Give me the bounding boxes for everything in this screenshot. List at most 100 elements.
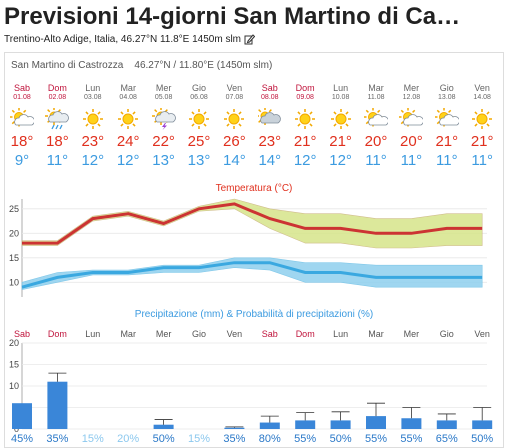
x-tick-label: Mer [156,329,172,339]
min-temperature: 11° [471,152,493,169]
x-tick-label: Gio [192,329,206,339]
location-line: San Martino di Castrozza 46.27°N / 11.80… [11,60,272,71]
day-name: Mer [403,83,420,93]
min-temperature: 12° [293,152,317,169]
precipitation-probability: 15% [82,433,104,445]
precipitation-probability: 50% [153,433,175,445]
day-date: 09.08 [296,94,314,101]
max-temperature: 24° [116,133,140,150]
precipitation-probability: 35% [223,433,245,445]
day-date: 08.08 [261,94,279,101]
sunny-icon [330,109,351,129]
temperature-chart-title: Temperatura (°C) [216,183,293,194]
precipitation-probability: 80% [259,433,281,445]
min-temperature: 9° [14,152,30,169]
x-tick-label: Dom [48,329,67,339]
precipitation-probability: 35% [46,433,68,445]
day-name: Mar [368,83,384,93]
location-subtitle: Trentino-Alto Adige, Italia, 46.27°N 11.… [4,34,256,45]
day-date: 06.08 [190,94,208,101]
max-temperature: 23° [258,133,282,150]
max-temperature: 21° [435,133,459,150]
x-tick-label: Sab [262,329,278,339]
precipitation-probability: 15% [188,433,210,445]
precipitation-bar [472,420,493,429]
day-column: Gio 06.08 25° 13° [181,83,217,169]
day-date: 02.08 [48,94,67,101]
y-tick-label: 25 [9,204,19,214]
day-name: Ven [226,83,243,93]
day-name: Dom [47,83,67,93]
x-tick-label: Ven [474,329,490,339]
precipitation-probability: 55% [365,433,387,445]
day-name: Sab [261,83,278,93]
x-tick-label: Mar [120,329,136,339]
day-column: Mer 05.08 22° 13° [146,83,182,169]
max-temperature: 21° [470,133,494,150]
precipitation-bar [436,420,457,429]
precipitation-probability: 65% [436,433,458,445]
min-temperature: 12° [81,152,105,169]
y-tick-label: 15 [9,253,19,263]
day-column: Ven 07.08 26° 14° [216,83,252,169]
y-tick-label: 20 [9,228,19,238]
min-temperature: 11° [400,152,423,169]
max-temperature-band [21,198,483,249]
location-subtitle-text: Trentino-Alto Adige, Italia, 46.27°N 11.… [4,34,242,45]
day-column: Mar 11.08 20° 11° [358,83,394,169]
day-date: 04.08 [119,94,137,101]
precipitation-chart: Precipitazione (mm) & Probabilità di pre… [9,309,493,445]
day-column: Sab 01.08 18° 9° [4,83,40,169]
sunny-icon [189,109,209,129]
precipitation-bar [224,427,245,429]
x-tick-label: Sab [14,329,30,339]
min-temperature: 11° [436,152,458,169]
sunny-icon [224,109,245,129]
day-date: 14.08 [473,94,491,101]
day-name: Sab [13,83,30,93]
sunny-icon [472,109,493,129]
partly-sunny-icon [434,108,459,127]
precipitation-bar [401,418,422,429]
day-date: 12.08 [402,94,421,101]
day-column: Lun 10.08 21° 12° [323,83,359,169]
min-temperature: 11° [365,152,387,169]
partly-sunny-icon [364,108,388,127]
precipitation-bar [47,381,68,429]
day-column: Gio 13.08 21° 11° [429,83,465,169]
max-temperature: 20° [364,133,388,150]
x-tick-label: Lun [333,329,348,339]
min-temperature: 11° [46,152,69,169]
max-temperature: 22° [152,133,175,150]
day-column: Mar 04.08 24° 12° [110,83,146,169]
max-temperature: 20° [400,133,423,150]
day-date: 10.08 [331,94,350,101]
day-date: 05.08 [154,94,173,101]
day-name: Mar [120,83,136,93]
y-tick-label: 20 [9,338,19,348]
min-temperature: 12° [116,152,140,169]
precipitation-bar [153,424,174,429]
y-tick-label: 10 [9,381,19,391]
x-tick-label: Ven [227,329,243,339]
day-name: Mer [155,83,172,93]
day-name: Gio [439,83,454,93]
sunny-icon [118,109,139,129]
partly-sunny-icon [10,108,34,127]
day-name: Lun [85,83,101,93]
x-tick-label: Dom [296,329,315,339]
daily-forecast-row: Sab 01.08 18° 9° Dom 02.08 18° 11° Lun 03.08 23° 12… [5,83,503,228]
y-tick-label: 15 [9,360,19,370]
precipitation-probability: 50% [471,433,493,445]
location-coords: 46.27°N / 11.80°E (1450m slm) [134,60,273,71]
day-column: Ven 14.08 21° 11° [464,83,500,169]
precipitation-bar [295,420,316,429]
min-temperature-band [21,257,483,291]
x-tick-label: Lun [85,329,100,339]
partly-sunny-icon [399,108,424,127]
max-temperature: 23° [81,133,105,150]
cloudy-sun-icon [257,108,281,125]
edit-icon[interactable] [244,34,256,45]
sunny-icon [295,109,316,129]
precipitation-probability: 45% [11,433,33,445]
